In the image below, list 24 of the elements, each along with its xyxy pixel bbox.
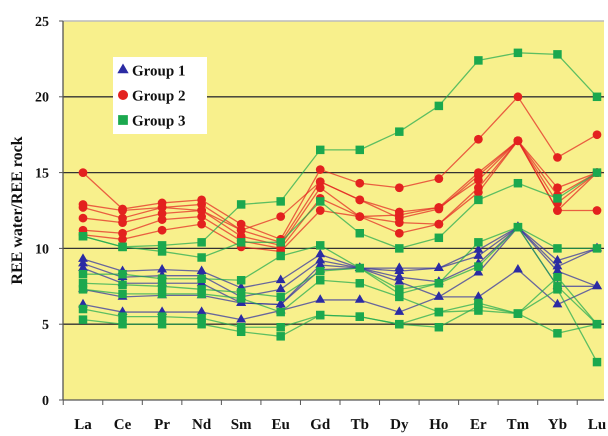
x-tick-label: Tb [350, 417, 369, 433]
y-axis-title: REE water/REE rock [9, 136, 26, 285]
legend-label: Group 3 [132, 113, 186, 130]
x-tick-label: Tm [506, 417, 530, 433]
x-tick-label: Eu [272, 417, 290, 433]
y-tick-label: 20 [35, 90, 49, 106]
x-tick-label: Sm [230, 417, 252, 433]
x-tick-label: Yb [548, 417, 568, 433]
x-tick-label: Er [470, 417, 488, 433]
y-tick-label: 25 [35, 14, 49, 30]
y-tick-label: 15 [35, 166, 49, 182]
x-tick-label: Ce [114, 417, 132, 433]
x-tick-label: Lu [588, 417, 606, 433]
x-tick-label: Nd [192, 417, 212, 433]
y-tick-label: 10 [35, 242, 49, 258]
legend-label: Group 2 [132, 88, 186, 104]
x-tick-label: Pr [154, 417, 170, 433]
y-tick-label: 5 [42, 318, 49, 334]
x-tick-label: Ho [429, 417, 448, 433]
legend-label: Group 1 [132, 63, 186, 80]
x-tick-label: Gd [310, 417, 331, 433]
y-tick-label: 0 [42, 394, 49, 409]
x-tick-label: Dy [390, 417, 409, 433]
x-tick-label: La [74, 417, 92, 433]
